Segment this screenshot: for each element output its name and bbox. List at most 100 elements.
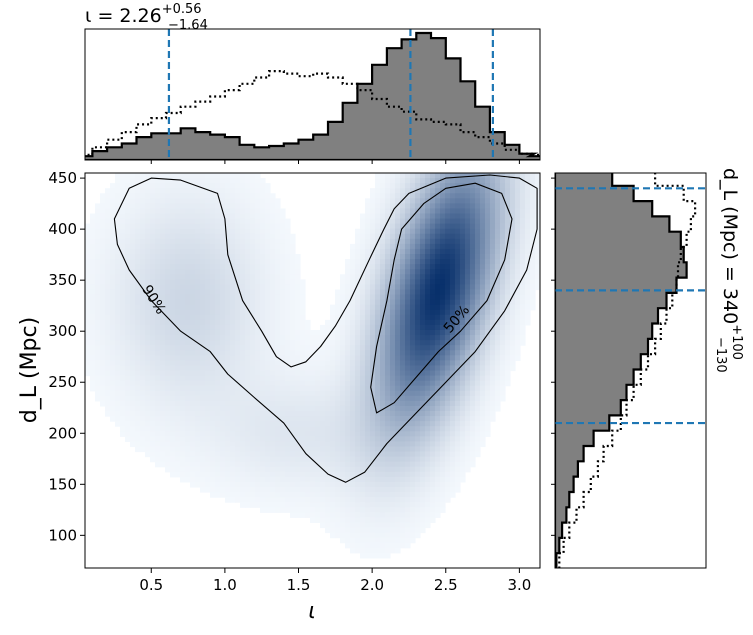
heat-cell <box>350 547 356 554</box>
heat-cell <box>370 254 376 260</box>
heat-cell <box>275 345 281 351</box>
heat-cell <box>125 213 131 220</box>
heat-cell <box>385 502 391 508</box>
heat-cell <box>245 213 251 220</box>
heat-cell <box>340 532 346 539</box>
heat-cell <box>160 284 166 291</box>
heat-cell <box>480 426 486 432</box>
heat-cell <box>505 335 511 341</box>
heat-cell <box>285 370 291 377</box>
heat-cell <box>265 188 271 194</box>
heat-cell <box>140 238 146 245</box>
heat-cell <box>150 319 156 326</box>
heat-cell <box>190 466 196 473</box>
heat-cell <box>385 466 391 473</box>
heat-cell <box>435 466 441 473</box>
heat-cell <box>245 380 251 387</box>
heat-cell <box>410 355 416 361</box>
heat-cell <box>105 254 111 260</box>
heat-cell <box>195 178 201 184</box>
heat-cell <box>240 486 246 493</box>
heat-cell <box>345 456 351 463</box>
heat-cell <box>360 314 366 321</box>
heat-cell <box>400 441 406 448</box>
heat-cell <box>360 233 366 240</box>
heat-cell <box>260 183 266 189</box>
heat-cell <box>280 395 286 402</box>
heat-cell <box>235 345 241 351</box>
heat-cell <box>145 213 151 220</box>
heat-cell <box>200 335 206 341</box>
heat-cell <box>260 471 266 478</box>
heat-cell <box>105 198 111 204</box>
heat-cell <box>295 426 301 432</box>
heat-cell <box>95 228 101 235</box>
heat-cell <box>225 173 231 179</box>
heat-cell <box>300 426 306 432</box>
heat-cell <box>330 350 336 356</box>
heat-cell <box>475 365 481 372</box>
heat-cell <box>335 375 341 382</box>
heat-cell <box>410 441 416 448</box>
heat-cell <box>175 451 181 458</box>
heat-cell <box>215 436 221 442</box>
heat-cell <box>370 441 376 448</box>
heat-cell <box>275 456 281 463</box>
heat-cell <box>505 304 511 311</box>
heat-cell <box>125 416 131 422</box>
heat-cell <box>365 324 371 331</box>
heat-cell <box>210 233 216 240</box>
heat-cell <box>370 243 376 250</box>
heat-cell <box>230 492 236 498</box>
heat-cell <box>475 411 481 417</box>
heat-cell <box>155 461 161 468</box>
heat-cell <box>490 279 496 286</box>
heat-cell <box>95 233 101 240</box>
heat-cell <box>250 395 256 402</box>
heat-cell <box>500 178 506 184</box>
heat-cell <box>410 228 416 235</box>
heat-cell <box>295 446 301 453</box>
heat-cell <box>450 299 456 306</box>
heat-cell <box>425 279 431 286</box>
heat-cell <box>250 198 256 204</box>
heat-cell <box>145 385 151 392</box>
heat-cell <box>460 279 466 286</box>
heat-cell <box>85 284 91 291</box>
heat-cell <box>255 380 261 387</box>
heat-cell <box>375 208 381 215</box>
heat-cell <box>340 324 346 331</box>
heat-cell <box>265 324 271 331</box>
heat-cell <box>430 208 436 215</box>
heat-cell <box>230 284 236 291</box>
heat-cell <box>170 279 176 286</box>
heat-cell <box>435 400 441 407</box>
heat-cell <box>140 309 146 316</box>
heat-cell <box>180 365 186 372</box>
heat-cell <box>90 243 96 250</box>
heat-cell <box>145 228 151 235</box>
heat-cell <box>475 416 481 422</box>
heat-cell <box>215 294 221 301</box>
heat-cell <box>410 522 416 529</box>
heat-cell <box>340 390 346 397</box>
heat-cell <box>220 213 226 220</box>
heat-cell <box>235 269 241 275</box>
heat-cell <box>200 289 206 296</box>
heat-cell <box>170 405 176 412</box>
heat-cell <box>90 228 96 235</box>
heat-cell <box>380 324 386 331</box>
heat-cell <box>200 183 206 189</box>
heat-cell <box>390 375 396 382</box>
heat-cell <box>220 380 226 387</box>
heat-cell <box>185 248 191 255</box>
heat-cell <box>245 233 251 240</box>
heat-cell <box>265 259 271 265</box>
heat-cell <box>240 466 246 473</box>
heat-cell <box>185 441 191 448</box>
heat-cell <box>285 329 291 336</box>
heat-cell <box>285 309 291 316</box>
heat-cell <box>440 248 446 255</box>
heat-cell <box>255 476 261 483</box>
heat-cell <box>340 436 346 442</box>
